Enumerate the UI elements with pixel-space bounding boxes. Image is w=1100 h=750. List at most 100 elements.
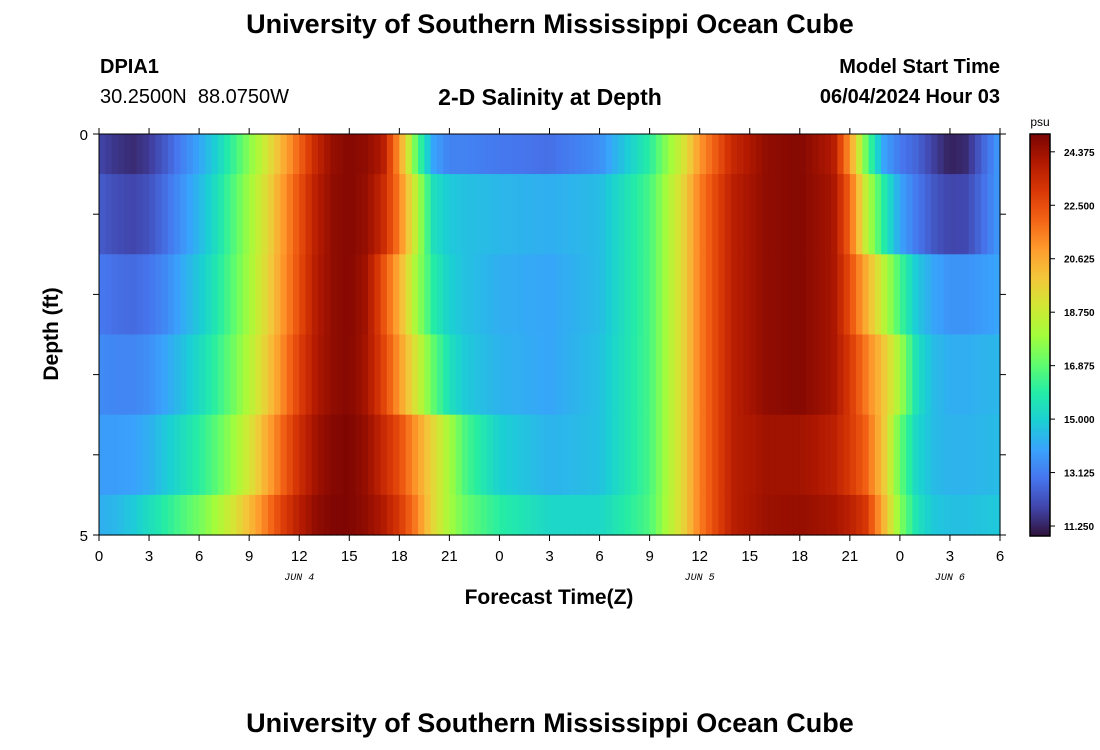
heatmap-cell xyxy=(518,174,526,255)
heatmap-cell xyxy=(368,254,375,336)
heatmap-cell xyxy=(906,254,914,336)
heatmap-cell xyxy=(562,174,569,255)
heatmap-cell xyxy=(486,494,494,536)
heatmap-cell xyxy=(430,134,438,175)
heatmap-cell xyxy=(699,174,707,255)
heatmap-cell xyxy=(336,174,344,255)
heatmap-cell xyxy=(749,254,757,336)
heatmap-cell xyxy=(812,254,820,336)
heatmap-cell xyxy=(668,494,676,536)
heatmap-cell xyxy=(937,334,945,416)
heatmap-cell xyxy=(274,494,282,536)
heatmap-cell xyxy=(849,134,857,175)
heatmap-cell xyxy=(217,334,225,416)
heatmap-cell xyxy=(568,494,576,536)
heatmap-cell xyxy=(330,134,338,175)
heatmap-cell xyxy=(217,174,225,255)
heatmap-cell xyxy=(599,134,607,175)
heatmap-cell xyxy=(662,494,669,536)
heatmap-cell xyxy=(155,134,163,175)
heatmap-cell xyxy=(630,414,638,496)
heatmap-cell xyxy=(499,414,507,496)
heatmap-cell xyxy=(730,494,738,536)
heatmap-cell xyxy=(424,134,432,175)
heatmap-cell xyxy=(486,334,494,416)
heatmap-cell xyxy=(443,494,450,536)
heatmap-cell xyxy=(593,254,601,336)
heatmap-cell xyxy=(630,134,638,175)
heatmap-cell xyxy=(324,414,332,496)
heatmap-cell xyxy=(286,414,294,496)
heatmap-cell xyxy=(299,334,307,416)
heatmap-cell xyxy=(724,414,732,496)
heatmap-cell xyxy=(705,254,713,336)
heatmap-cell xyxy=(887,494,895,536)
heatmap-cell xyxy=(355,134,363,175)
heatmap-cell xyxy=(599,174,607,255)
heatmap-cell xyxy=(781,134,788,175)
heatmap-cell xyxy=(580,134,588,175)
heatmap-cell xyxy=(124,174,131,255)
heatmap-cell xyxy=(255,134,263,175)
heatmap-cell xyxy=(324,254,332,336)
heatmap-cell xyxy=(580,494,588,536)
heatmap-cell xyxy=(155,174,163,255)
heatmap-cell xyxy=(186,254,194,336)
heatmap-cell xyxy=(924,174,932,255)
heatmap-cell xyxy=(593,414,601,496)
heatmap-cell xyxy=(956,174,964,255)
heatmap-cell xyxy=(574,334,582,416)
heatmap-cell xyxy=(993,414,1001,496)
heatmap-cell xyxy=(943,254,951,336)
heatmap-cell xyxy=(199,174,206,255)
heatmap-cell xyxy=(530,134,538,175)
heatmap-cell xyxy=(518,134,526,175)
heatmap-cell xyxy=(818,174,826,255)
heatmap-cell xyxy=(518,254,526,336)
heatmap-cell xyxy=(612,174,619,255)
heatmap-cell xyxy=(868,134,876,175)
heatmap-cell xyxy=(317,494,325,536)
heatmap-cell xyxy=(912,494,920,536)
heatmap-cell xyxy=(956,254,964,336)
heatmap-cell xyxy=(562,414,569,496)
heatmap-cell xyxy=(937,254,945,336)
heatmap-cell xyxy=(874,414,882,496)
heatmap-cell xyxy=(856,494,863,536)
heatmap-cell xyxy=(136,134,144,175)
heatmap-cell xyxy=(655,494,663,536)
heatmap-cell xyxy=(843,254,851,336)
heatmap-cell xyxy=(624,494,632,536)
heatmap-cell xyxy=(436,174,444,255)
heatmap-cell xyxy=(831,174,838,255)
heatmap-cell xyxy=(568,174,576,255)
heatmap-cell xyxy=(249,134,257,175)
heatmap-cell xyxy=(956,334,964,416)
heatmap-cell xyxy=(724,334,732,416)
heatmap-cell xyxy=(555,414,563,496)
heatmap-cell xyxy=(555,254,563,336)
colorbar-tick-label: 11.250 xyxy=(1064,522,1094,533)
heatmap-cell xyxy=(361,174,369,255)
heatmap-cell xyxy=(643,134,651,175)
heatmap-cell xyxy=(299,414,307,496)
heatmap-cell xyxy=(599,334,607,416)
heatmap-cell xyxy=(949,494,957,536)
colorbar-tick-label: 18.750 xyxy=(1064,308,1095,319)
heatmap-cell xyxy=(674,414,682,496)
heatmap-cell xyxy=(286,174,294,255)
heatmap-cell xyxy=(449,134,457,175)
heatmap-cell xyxy=(324,134,332,175)
heatmap-cell xyxy=(149,334,156,416)
heatmap-cell xyxy=(749,414,757,496)
heatmap-cell xyxy=(662,334,669,416)
x-tick-label: 9 xyxy=(245,548,253,565)
heatmap-cell xyxy=(386,494,394,536)
heatmap-cell xyxy=(555,494,563,536)
heatmap-cell xyxy=(424,174,432,255)
heatmap-cell xyxy=(418,254,425,336)
heatmap-cell xyxy=(380,414,388,496)
heatmap-cell xyxy=(224,494,231,536)
heatmap-cell xyxy=(493,174,501,255)
heatmap-cell xyxy=(649,174,657,255)
